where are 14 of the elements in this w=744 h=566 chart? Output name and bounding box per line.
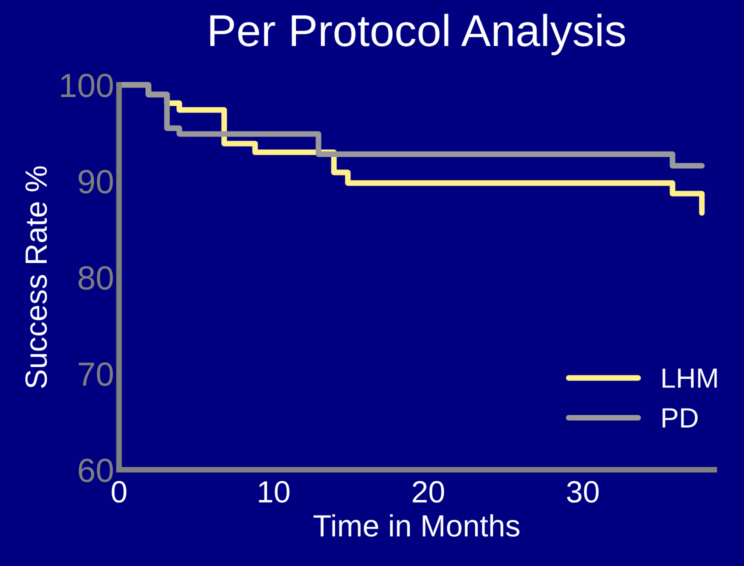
legend-label: PD — [662, 408, 698, 428]
x-axis-title: Time in Months — [313, 514, 520, 537]
chart-title: Per Protocol Analysis — [210, 14, 626, 56]
legend-label: LHM — [662, 368, 717, 388]
x-tick-label: 30 — [567, 481, 599, 503]
y-tick-label: 90 — [78, 170, 113, 194]
x-tick-label: 10 — [258, 481, 290, 503]
x-tick-label: 20 — [412, 481, 444, 503]
y-tick-label: 80 — [78, 266, 113, 290]
y-tick-label: 60 — [78, 458, 113, 482]
y-tick-label: 100 — [61, 74, 113, 98]
y-axis-title: Success Rate % — [25, 166, 47, 388]
x-tick-label: 0 — [112, 481, 126, 503]
y-tick-label: 70 — [78, 362, 113, 386]
